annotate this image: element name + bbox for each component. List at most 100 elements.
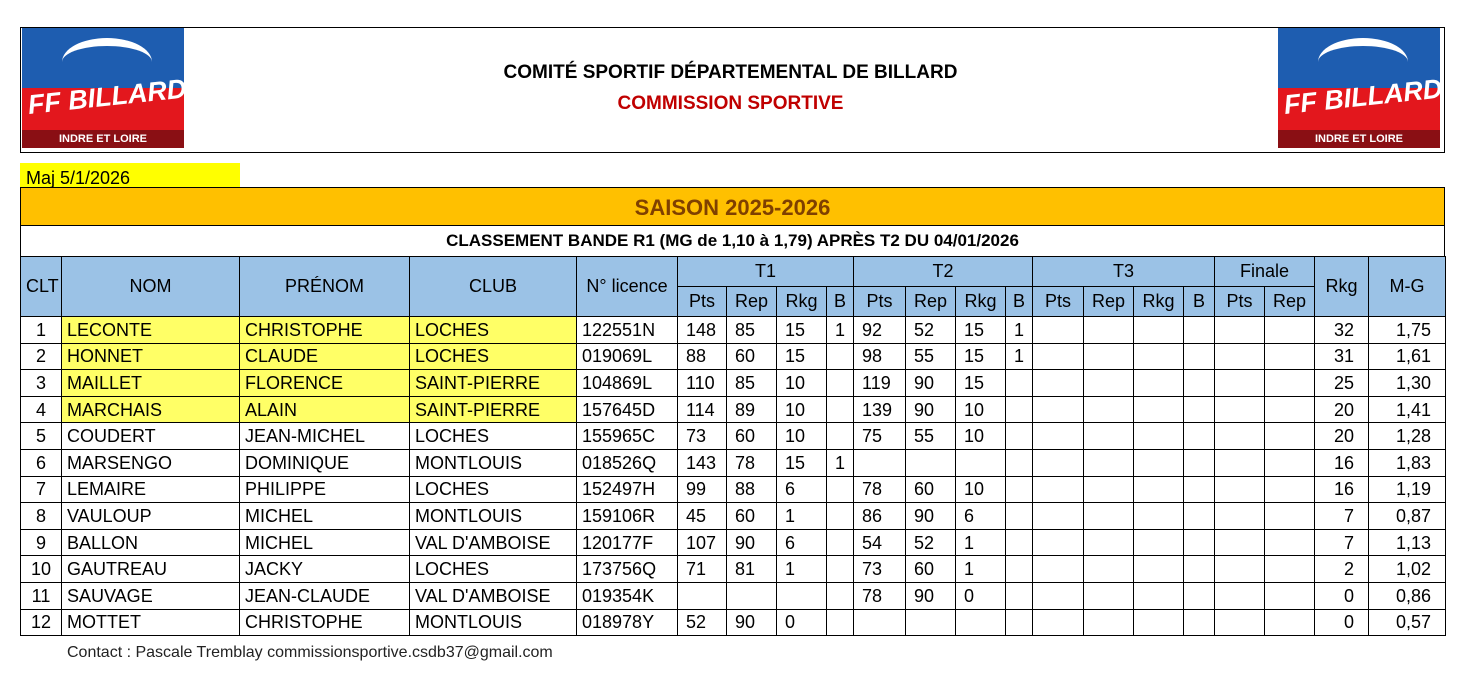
table-cell: 98 <box>853 342 907 371</box>
table-cell: 78 <box>853 581 907 610</box>
table-cell: 31 <box>1314 342 1370 371</box>
table-cell: 1,02 <box>1368 555 1447 583</box>
table-cell: 018978Y <box>576 608 678 637</box>
table-cell <box>853 448 907 477</box>
table-cell: MICHEL <box>239 502 410 530</box>
update-date: Maj 5/1/2026 <box>20 163 240 188</box>
table-cell <box>1264 581 1316 610</box>
table-cell: 20 <box>1314 422 1370 450</box>
table-cell: 1,28 <box>1368 422 1447 450</box>
table-cell: 0 <box>1314 608 1370 637</box>
table-cell: 2 <box>20 342 62 371</box>
table-cell <box>1214 369 1266 397</box>
table-cell: 2 <box>1314 555 1370 583</box>
table-cell: 1 <box>20 316 62 344</box>
table-cell <box>1032 555 1085 583</box>
table-cell: 1 <box>776 502 827 530</box>
table-row: 6 MARSENGO DOMINIQUE MONTLOUIS 018526Q 143 78 1… <box>20 448 1447 477</box>
table-row: 8 VAULOUP MICHEL MONTLOUIS 159106R 45 60 1 86 90 6… <box>20 502 1447 530</box>
subcolumn-header: Rep <box>905 286 957 317</box>
table-cell <box>1264 395 1316 424</box>
season: SAISON 2025-2026 <box>20 187 1445 226</box>
table-cell: 88 <box>726 475 777 504</box>
table-cell: 60 <box>726 342 777 371</box>
table-cell <box>1032 395 1085 424</box>
table-cell: 15 <box>776 316 827 344</box>
table-cell <box>1005 422 1034 450</box>
table-cell: 5 <box>20 422 62 450</box>
table-cell: 90 <box>726 608 777 637</box>
table-row: 1 LECONTE CHRISTOPHE LOCHES 122551N 148 85 15 1 9… <box>20 316 1447 344</box>
column-header: N° licence <box>576 256 678 317</box>
table-cell: 60 <box>726 502 777 530</box>
table-row: 5 COUDERT JEAN-MICHEL LOCHES 155965C 73 60 10 75… <box>20 422 1447 450</box>
table-row: 9 BALLON MICHEL VAL D'AMBOISE 120177F 107 90 6 5… <box>20 528 1447 557</box>
table-cell: GAUTREAU <box>61 555 240 583</box>
table-cell: 60 <box>905 475 957 504</box>
table-row: 11 SAUVAGE JEAN-CLAUDE VAL D'AMBOISE 019354K… <box>20 581 1447 610</box>
table-cell <box>905 448 957 477</box>
table-cell: 6 <box>776 528 827 557</box>
table-cell: LOCHES <box>409 342 577 371</box>
subcolumn-header: Rep <box>726 286 777 317</box>
table-cell: 20 <box>1314 395 1370 424</box>
subcolumn-header: Pts <box>677 286 727 317</box>
table-cell <box>1214 555 1266 583</box>
table-cell <box>1183 475 1216 504</box>
column-header: NOM <box>61 256 240 317</box>
table-cell: 78 <box>853 475 907 504</box>
table-cell <box>825 342 855 371</box>
table-cell: 122551N <box>576 316 678 344</box>
table-cell <box>1183 528 1216 557</box>
table-cell: 15 <box>776 448 827 477</box>
table-cell: JACKY <box>239 555 410 583</box>
table-cell <box>1133 369 1185 397</box>
table-cell: MOTTET <box>61 608 240 637</box>
table-cell: VAULOUP <box>61 502 240 530</box>
table-cell: 0,86 <box>1368 581 1447 610</box>
table-cell <box>825 475 855 504</box>
table-cell: 104869L <box>576 369 678 397</box>
table-cell <box>1005 528 1034 557</box>
table-cell <box>1214 395 1266 424</box>
table-cell: 7 <box>1314 528 1370 557</box>
table-cell: 6 <box>955 502 1007 530</box>
table-cell: DOMINIQUE <box>239 448 410 477</box>
table-cell <box>955 448 1007 477</box>
table-cell <box>955 608 1007 637</box>
table-cell: 60 <box>905 555 957 583</box>
table-cell: 11 <box>20 581 62 610</box>
table-cell <box>1032 608 1085 637</box>
table-cell: 73 <box>677 422 727 450</box>
table-cell: 1 <box>955 528 1007 557</box>
table-cell: 0,87 <box>1368 502 1447 530</box>
table-cell: 89 <box>726 395 777 424</box>
table-cell: 73 <box>853 555 907 583</box>
table-body: 1 LECONTE CHRISTOPHE LOCHES 122551N 148 85 15 1 9… <box>20 316 1447 637</box>
table-cell <box>1133 422 1185 450</box>
table-cell: 90 <box>905 581 957 610</box>
table-cell <box>1083 342 1135 371</box>
table-cell: MONTLOUIS <box>409 608 577 637</box>
table-cell <box>677 581 727 610</box>
table-cell: 10 <box>955 475 1007 504</box>
table-cell <box>1032 369 1085 397</box>
table-cell: LECONTE <box>61 316 240 344</box>
table-row: 4 MARCHAIS ALAIN SAINT-PIERRE 157645D 114 89 10… <box>20 395 1447 424</box>
table-cell: 1,83 <box>1368 448 1447 477</box>
table-cell: 10 <box>955 422 1007 450</box>
table-cell: 99 <box>677 475 727 504</box>
table-cell: 71 <box>677 555 727 583</box>
table-cell <box>1264 422 1316 450</box>
table-cell: MONTLOUIS <box>409 448 577 477</box>
table-cell <box>776 581 827 610</box>
table-cell: 16 <box>1314 475 1370 504</box>
table-cell: MICHEL <box>239 528 410 557</box>
header-row: CLT NOM PRÉNOM CLUB N° licence T1 T2 T3 Finale Rk… <box>20 256 1447 317</box>
table-cell: 45 <box>677 502 727 530</box>
table-cell <box>1264 555 1316 583</box>
table-cell: 9 <box>20 528 62 557</box>
table-cell: 10 <box>776 369 827 397</box>
column-header: Rkg <box>1314 256 1370 317</box>
table-cell: 7 <box>1314 502 1370 530</box>
